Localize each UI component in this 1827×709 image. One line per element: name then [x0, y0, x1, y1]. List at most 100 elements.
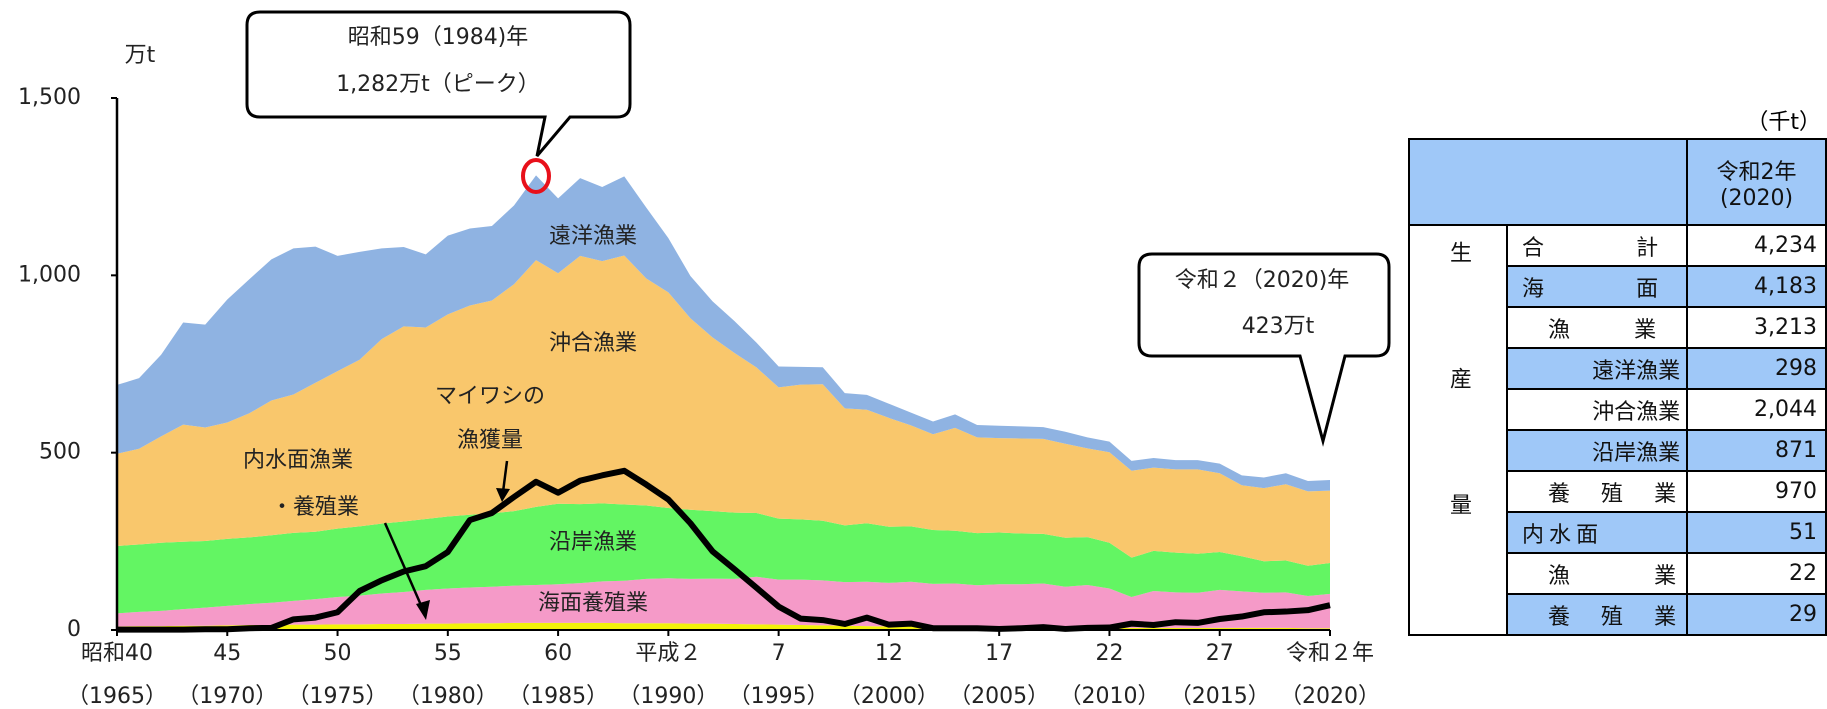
row-value: 29: [1686, 593, 1827, 636]
x-tick-label: （2015）: [1170, 684, 1270, 709]
row-value: 970: [1686, 470, 1827, 513]
x-tick-label: （1970）: [177, 684, 277, 709]
row-label-text: 合計: [1522, 235, 1659, 261]
callout-text: 昭和59（1984)年: [348, 25, 529, 50]
arrow-head: [496, 488, 510, 502]
table-row: 養殖業 970: [1409, 470, 1827, 513]
callout-text: 令和２（2020)年: [1175, 268, 1350, 293]
row-value: 4,183: [1686, 265, 1827, 308]
x-tick-label: 55: [434, 641, 462, 666]
row-label-text: 遠洋漁業: [1592, 358, 1681, 384]
table-row: 漁業 3,213: [1409, 306, 1827, 349]
table-row: 養殖業 29: [1409, 593, 1827, 636]
x-tick-label: （1965）: [67, 684, 167, 709]
row-value: 2,044: [1686, 388, 1827, 431]
table-row: 生産量 合計 4,234: [1408, 224, 1827, 636]
x-tick-label: 50: [324, 641, 352, 666]
x-tick-label: 45: [213, 641, 241, 666]
row-label-text: 沖合漁業: [1592, 399, 1681, 425]
highlight-circle: [521, 158, 551, 194]
x-tick-label: （2010）: [1059, 684, 1159, 709]
series-label: 海面養殖業: [538, 591, 648, 616]
data-table: 令和2年 (2020) 生産量 合計 4,234 海面 4,183 漁業 3,213 遠洋漁業…: [1407, 138, 1827, 636]
x-tick-label: （2005）: [949, 684, 1049, 709]
header-text: (2020): [1719, 185, 1794, 211]
x-tick-label: 22: [1095, 641, 1123, 666]
side-label: 生産量: [1408, 224, 1508, 636]
row-label: 遠洋漁業: [1505, 347, 1689, 390]
row-label-text: 内水面: [1522, 522, 1599, 548]
row-value: 22: [1686, 552, 1827, 595]
series-label: 遠洋漁業: [549, 224, 637, 249]
row-label-text: 養殖業: [1548, 481, 1677, 507]
header-cell: [1407, 138, 1689, 226]
area-layer: [117, 255, 1330, 566]
header-cell: 令和2年 (2020): [1686, 138, 1827, 226]
x-tick-label: 27: [1206, 641, 1234, 666]
row-label: 漁業: [1505, 306, 1689, 349]
x-tick-label: 12: [875, 641, 903, 666]
row-value: 51: [1686, 511, 1827, 554]
series-label: ・養殖業: [271, 495, 359, 520]
callout-box: [1137, 252, 1391, 447]
row-label: 海面: [1505, 265, 1689, 308]
row-value: 298: [1686, 347, 1827, 390]
x-tick-label: 令和２年: [1286, 641, 1374, 666]
row-label: 沖合漁業: [1505, 388, 1689, 431]
x-tick-label: （1990）: [618, 684, 718, 709]
table-row: 内水面 51: [1409, 511, 1827, 554]
table-row: 沖合漁業 2,044: [1409, 388, 1827, 431]
area-layer: [117, 576, 1330, 629]
y-tick-label: 500: [39, 440, 81, 465]
x-tick-label: （2000）: [839, 684, 939, 709]
row-value: 3,213: [1686, 306, 1827, 349]
row-label-text: 沿岸漁業: [1592, 440, 1681, 466]
x-tick-label: （1985）: [508, 684, 608, 709]
x-tick-label: 17: [985, 641, 1013, 666]
series-label: 漁獲量: [457, 428, 523, 453]
callout-box: [245, 10, 632, 157]
row-label: 内水面: [1505, 511, 1689, 554]
row-label-text: 養殖業: [1548, 604, 1677, 630]
series-label: 沖合漁業: [549, 331, 637, 356]
row-value: 4,234: [1686, 224, 1827, 267]
table-unit: （千t）: [1746, 110, 1821, 135]
row-label: 沿岸漁業: [1505, 429, 1689, 472]
x-tick-label: 7: [772, 641, 786, 666]
callout-text: 423万t: [1242, 314, 1315, 339]
table-row: 沿岸漁業 871: [1409, 429, 1827, 472]
series-label: 沿岸漁業: [549, 530, 637, 555]
x-tick-label: （1975）: [288, 684, 388, 709]
y-tick-label: 0: [67, 617, 81, 642]
row-label: 漁業: [1505, 552, 1689, 595]
line-series: [117, 467, 1331, 633]
x-tick-label: （1980）: [398, 684, 498, 709]
callout-text: 1,282万t（ピーク）: [336, 72, 540, 97]
arrow: [383, 522, 426, 613]
row-label: 合計: [1505, 224, 1689, 267]
area-layer: [117, 175, 1330, 492]
chart: 万t 昭和59（1984)年 1,282万t（ピーク） 令和２（2020)年 4…: [18, 10, 1391, 709]
y-tick-label: 1,000: [18, 262, 81, 287]
series-label: 内水面漁業: [243, 448, 353, 473]
row-label: 養殖業: [1505, 593, 1689, 636]
table-row: 海面 4,183: [1409, 265, 1827, 308]
y-unit: 万t: [125, 43, 156, 68]
table-row: 遠洋漁業 298: [1409, 347, 1827, 390]
y-tick-label: 1,500: [18, 85, 81, 110]
arrow-head: [416, 600, 430, 620]
plot-area: [117, 175, 1331, 633]
row-label-text: 漁業: [1548, 563, 1677, 589]
row-label-text: 漁業: [1548, 317, 1657, 343]
series-label: マイワシの: [435, 384, 545, 409]
row-label-text: 海面: [1522, 276, 1659, 302]
row-label: 養殖業: [1505, 470, 1689, 513]
x-tick-label: 昭和40: [81, 641, 153, 666]
row-value: 871: [1686, 429, 1827, 472]
table-row: 漁業 22: [1409, 552, 1827, 595]
header-text: 令和2年: [1716, 159, 1797, 185]
x-tick-label: （1995）: [729, 684, 829, 709]
x-tick-label: 平成２: [635, 641, 701, 666]
x-tick-label: （2020）: [1280, 684, 1380, 709]
